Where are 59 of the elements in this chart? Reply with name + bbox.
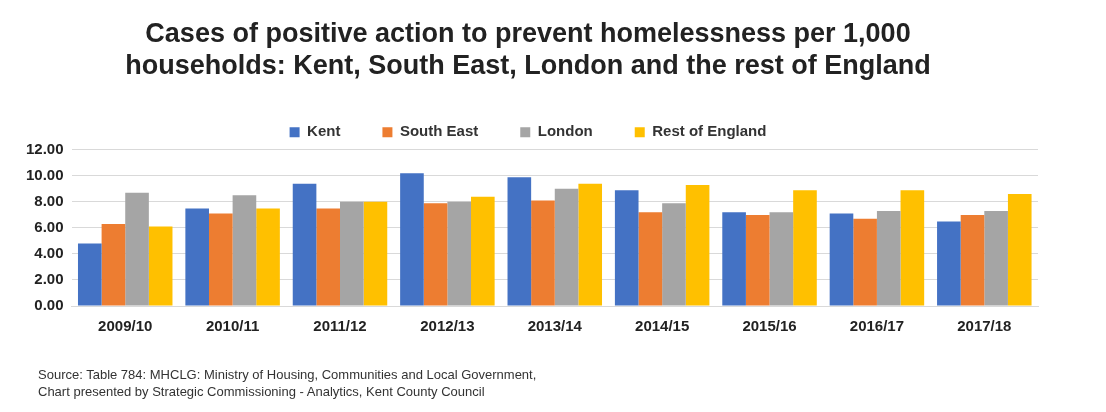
bar — [256, 208, 280, 306]
bar — [208, 213, 233, 306]
bar — [531, 200, 555, 306]
bar — [614, 190, 639, 306]
legend-label: South East — [399, 122, 479, 140]
bar — [101, 224, 126, 306]
text: Chart presented by Strategic Commissioning - Analytics, Kent County Council — [38, 383, 486, 400]
bar — [960, 214, 985, 306]
bar — [316, 208, 340, 306]
bar — [853, 218, 877, 306]
bar — [471, 196, 495, 306]
bar — [685, 184, 710, 306]
x-tick-label: 2009/10 — [98, 317, 153, 335]
bar — [185, 208, 209, 306]
bar — [722, 212, 746, 306]
bar — [340, 201, 364, 306]
y-tick-label: 10.00 — [25, 165, 64, 183]
bar — [876, 210, 901, 306]
bar — [984, 210, 1008, 306]
x-tick-label: 2010/11 — [205, 317, 260, 335]
y-tick-label: 8.00 — [34, 192, 64, 210]
y-tick-label: 2.00 — [34, 270, 64, 288]
bar — [554, 188, 579, 306]
bar — [638, 212, 663, 306]
bar — [292, 183, 317, 306]
bar — [662, 203, 686, 306]
legend-label: London — [537, 122, 593, 140]
bar — [125, 192, 149, 306]
x-tick-label: 2013/14 — [527, 317, 583, 335]
bar — [447, 201, 472, 306]
bar — [148, 226, 173, 306]
x-tick-label: 2016/17 — [849, 317, 905, 335]
y-tick-label: 12.00 — [25, 139, 64, 157]
bar — [829, 213, 854, 306]
bar — [363, 201, 388, 306]
source-note: Source: Table 784: MHCLG: Ministry of Housing, Communities and Local Government, — [38, 366, 538, 383]
bar — [578, 183, 603, 306]
x-tick-label: 2011/12 — [313, 317, 367, 335]
bar — [769, 212, 794, 306]
x-tick-label: 2015/16 — [742, 317, 797, 335]
x-tick-label: 2014/15 — [635, 317, 690, 335]
bar — [900, 190, 925, 306]
bar — [937, 221, 961, 306]
bar — [77, 243, 102, 306]
chart-title: Cases of positive action to prevent homelessness per 1,000 households: Kent, South East, London and the rest of England — [125, 17, 931, 81]
bar — [400, 173, 424, 306]
legend-label: Kent — [307, 122, 341, 140]
legend-label: Rest of England — [652, 122, 767, 140]
y-tick-label: 0.00 — [34, 296, 64, 314]
y-tick-label: 4.00 — [34, 244, 64, 262]
bar — [507, 177, 532, 306]
x-tick-label: 2012/13 — [420, 317, 475, 335]
y-tick-label: 6.00 — [34, 218, 64, 236]
bar — [423, 203, 448, 306]
bar — [793, 190, 817, 306]
bar — [232, 195, 257, 306]
bar — [1007, 194, 1032, 306]
x-tick-label: 2017/18 — [957, 317, 1012, 335]
bar — [745, 214, 770, 306]
